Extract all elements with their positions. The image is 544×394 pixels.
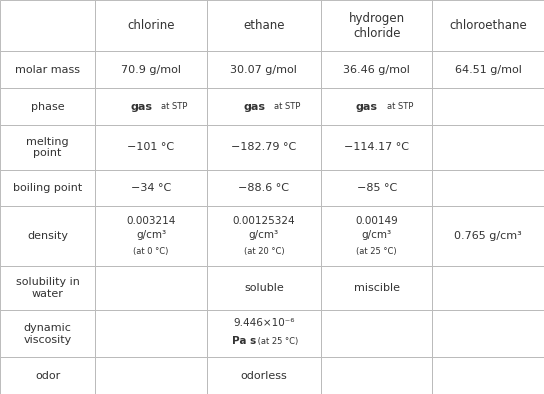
Bar bbox=[0, 310, 95, 357]
Bar bbox=[95, 266, 207, 310]
Bar bbox=[207, 88, 321, 125]
Bar bbox=[95, 170, 207, 206]
Bar bbox=[207, 206, 321, 266]
Bar bbox=[321, 52, 432, 88]
Text: 0.765 g/cm³: 0.765 g/cm³ bbox=[454, 231, 522, 241]
Bar bbox=[207, 125, 321, 170]
Text: g/cm³: g/cm³ bbox=[136, 230, 166, 240]
Bar bbox=[0, 88, 95, 125]
Text: (at 25 °C): (at 25 °C) bbox=[356, 247, 397, 256]
Text: 64.51 g/mol: 64.51 g/mol bbox=[455, 65, 522, 75]
Bar bbox=[95, 0, 207, 52]
Bar bbox=[0, 125, 95, 170]
Bar bbox=[432, 0, 544, 52]
Bar bbox=[432, 170, 544, 206]
Bar bbox=[432, 310, 544, 357]
Text: (at 0 °C): (at 0 °C) bbox=[133, 247, 169, 256]
Text: ethane: ethane bbox=[243, 19, 285, 32]
Bar bbox=[207, 357, 321, 394]
Bar bbox=[95, 310, 207, 357]
Text: −85 °C: −85 °C bbox=[357, 183, 397, 193]
Bar bbox=[0, 357, 95, 394]
Bar bbox=[432, 357, 544, 394]
Text: hydrogen
chloride: hydrogen chloride bbox=[349, 12, 405, 40]
Text: 9.446×10⁻⁶: 9.446×10⁻⁶ bbox=[233, 318, 295, 329]
Text: g/cm³: g/cm³ bbox=[362, 230, 392, 240]
Bar bbox=[95, 206, 207, 266]
Text: miscible: miscible bbox=[354, 283, 400, 293]
Text: solubility in
water: solubility in water bbox=[16, 277, 79, 299]
Text: −101 °C: −101 °C bbox=[127, 142, 175, 152]
Text: 30.07 g/mol: 30.07 g/mol bbox=[231, 65, 297, 75]
Bar bbox=[432, 206, 544, 266]
Bar bbox=[95, 357, 207, 394]
Bar bbox=[0, 266, 95, 310]
Bar bbox=[207, 310, 321, 357]
Bar bbox=[207, 52, 321, 88]
Bar bbox=[207, 170, 321, 206]
Text: −34 °C: −34 °C bbox=[131, 183, 171, 193]
Text: 70.9 g/mol: 70.9 g/mol bbox=[121, 65, 181, 75]
Text: at STP: at STP bbox=[274, 102, 300, 111]
Bar bbox=[321, 357, 432, 394]
Text: chloroethane: chloroethane bbox=[449, 19, 527, 32]
Text: chlorine: chlorine bbox=[127, 19, 175, 32]
Bar bbox=[95, 52, 207, 88]
Text: odor: odor bbox=[35, 371, 60, 381]
Bar bbox=[95, 88, 207, 125]
Text: molar mass: molar mass bbox=[15, 65, 80, 75]
Bar bbox=[0, 52, 95, 88]
Text: phase: phase bbox=[31, 102, 64, 112]
Bar bbox=[321, 88, 432, 125]
Text: melting
point: melting point bbox=[26, 136, 69, 158]
Bar bbox=[207, 0, 321, 52]
Text: −88.6 °C: −88.6 °C bbox=[238, 183, 289, 193]
Bar bbox=[432, 266, 544, 310]
Text: at STP: at STP bbox=[386, 102, 413, 111]
Bar bbox=[207, 266, 321, 310]
Text: boiling point: boiling point bbox=[13, 183, 82, 193]
Text: odorless: odorless bbox=[240, 371, 287, 381]
Text: soluble: soluble bbox=[244, 283, 284, 293]
Text: 0.003214: 0.003214 bbox=[126, 216, 176, 226]
Bar bbox=[321, 206, 432, 266]
Bar bbox=[432, 88, 544, 125]
Text: gas: gas bbox=[130, 102, 152, 112]
Bar bbox=[0, 170, 95, 206]
Bar bbox=[321, 266, 432, 310]
Text: 0.00149: 0.00149 bbox=[355, 216, 398, 226]
Text: at STP: at STP bbox=[161, 102, 187, 111]
Bar bbox=[321, 0, 432, 52]
Text: Pa s: Pa s bbox=[232, 336, 256, 346]
Text: dynamic
viscosity: dynamic viscosity bbox=[23, 323, 72, 345]
Bar bbox=[0, 0, 95, 52]
Text: (at 20 °C): (at 20 °C) bbox=[244, 247, 284, 256]
Text: 0.00125324: 0.00125324 bbox=[232, 216, 295, 226]
Bar bbox=[432, 52, 544, 88]
Bar bbox=[0, 206, 95, 266]
Bar bbox=[321, 125, 432, 170]
Bar bbox=[432, 125, 544, 170]
Text: −114.17 °C: −114.17 °C bbox=[344, 142, 409, 152]
Text: 36.46 g/mol: 36.46 g/mol bbox=[343, 65, 410, 75]
Text: g/cm³: g/cm³ bbox=[249, 230, 279, 240]
Text: density: density bbox=[27, 231, 68, 241]
Text: gas: gas bbox=[356, 102, 378, 112]
Bar bbox=[321, 170, 432, 206]
Text: −182.79 °C: −182.79 °C bbox=[231, 142, 296, 152]
Text: gas: gas bbox=[243, 102, 265, 112]
Bar bbox=[95, 125, 207, 170]
Text: (at 25 °C): (at 25 °C) bbox=[255, 337, 299, 346]
Bar bbox=[321, 310, 432, 357]
